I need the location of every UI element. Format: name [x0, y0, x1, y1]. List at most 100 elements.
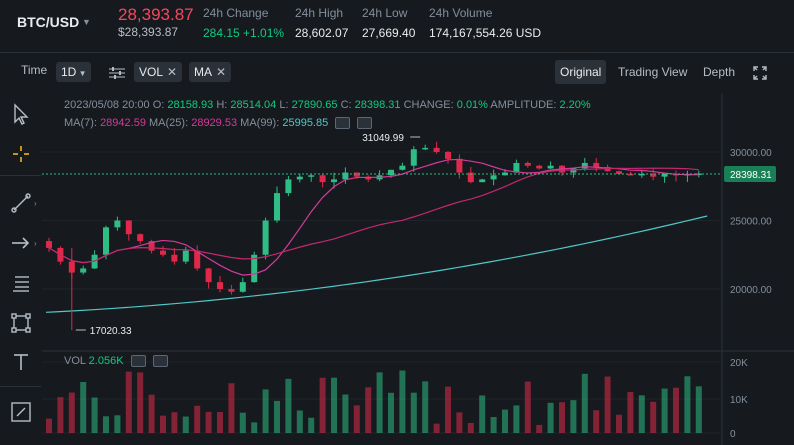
candle-body: [331, 179, 337, 183]
volume-bar: [661, 388, 668, 433]
interval-selector[interactable]: 1D ▼: [56, 62, 92, 82]
volume-bar: [570, 400, 577, 433]
candle-body: [205, 268, 212, 283]
candle-body: [285, 179, 292, 194]
volume-bar: [319, 377, 326, 433]
last-price-usd: $28,393.87: [118, 25, 179, 39]
candle-body: [148, 241, 155, 251]
candlestick-chart[interactable]: 30000.00 25000.00 20000.00 20K 10K 0 28398.31 3…: [42, 93, 794, 445]
rectangle-tool-icon[interactable]: [9, 311, 33, 335]
close-value: 28398.31: [354, 99, 401, 111]
volume-bar: [285, 378, 292, 433]
high-marker-label: 31049.99: [362, 133, 404, 144]
volume-bar: [536, 424, 543, 433]
candle-body: [502, 172, 508, 176]
volume-bar: [251, 422, 258, 433]
interval-value: 1D: [61, 65, 77, 79]
candle-body: [570, 168, 577, 173]
tab-trading-view[interactable]: Trading View: [618, 65, 688, 79]
vol-label: VOL: [64, 355, 86, 367]
chart-area[interactable]: 30000.00 25000.00 20000.00 20K 10K 0 28398.31 3…: [42, 93, 794, 445]
trendline-icon[interactable]: [9, 191, 33, 215]
volume-bar: [91, 397, 98, 433]
volume-bar: [68, 392, 75, 433]
symbol-selector[interactable]: BTC/USD: [17, 14, 80, 30]
settings-sliders-icon[interactable]: [108, 66, 126, 80]
candle-body: [296, 176, 303, 180]
volume-bar: [296, 410, 303, 433]
edit-pencil-icon[interactable]: [9, 400, 33, 424]
volume-bar: [399, 370, 406, 433]
volume-bar: [422, 381, 429, 433]
volume-bar: [57, 397, 64, 433]
candle-body: [342, 172, 349, 180]
candle-body: [182, 250, 189, 262]
volume-bar: [410, 392, 417, 433]
candle-body: [422, 147, 429, 150]
chevron-right-icon[interactable]: ›: [34, 199, 37, 208]
candle-body: [251, 254, 258, 283]
ma7-line: [48, 158, 699, 276]
candle-body: [479, 179, 486, 183]
volume-bar: [467, 422, 474, 433]
volume-bar: [673, 387, 679, 433]
fib-lines-icon[interactable]: [9, 271, 33, 295]
settings-icon[interactable]: [152, 355, 168, 368]
tab-original[interactable]: Original: [555, 60, 607, 84]
text-tool-icon[interactable]: [9, 350, 33, 374]
stat-24h-high: 24h High 28,602.07: [295, 6, 348, 40]
stat-label: 24h High: [295, 6, 344, 20]
candle-body: [239, 282, 246, 292]
low-value: 27890.65: [291, 99, 338, 111]
tab-depth[interactable]: Depth: [703, 65, 736, 79]
divider: [0, 175, 41, 176]
crosshair-icon[interactable]: [9, 142, 33, 166]
close-icon[interactable]: ✕: [167, 65, 178, 79]
volume-bar: [308, 417, 315, 433]
last-price: 28,393.87: [118, 5, 194, 24]
ohlc-info: 2023/05/08 20:00 O: 28158.93 H: 28514.04…: [64, 99, 591, 111]
candle-body: [171, 254, 178, 262]
chevron-right-icon[interactable]: ›: [34, 239, 37, 248]
candle-body: [616, 171, 622, 174]
candle-body: [513, 162, 520, 173]
ma25-value: 28929.53: [191, 117, 238, 129]
volume-bar: [331, 377, 337, 433]
candle-body: [399, 165, 406, 170]
candle-body: [547, 165, 554, 169]
settings-icon[interactable]: [357, 117, 373, 130]
vol-value: 2.056K: [88, 355, 124, 367]
volume-bar: [513, 405, 520, 433]
stat-label: 24h Change: [203, 6, 269, 20]
arrow-right-icon[interactable]: [9, 231, 33, 255]
change-label: CHANGE:: [403, 99, 454, 111]
candle-body: [308, 175, 315, 177]
info-date: 2023/05/08 20:00: [64, 99, 150, 111]
ma99-label: MA(99):: [240, 117, 280, 129]
chevron-down-icon[interactable]: ▼: [82, 17, 91, 27]
close-icon[interactable]: ✕: [216, 65, 227, 79]
indicator-chip-ma[interactable]: MA ✕: [189, 62, 232, 82]
candle-body: [274, 193, 280, 221]
candle-body: [581, 162, 588, 169]
stat-label: 24h Volume: [429, 6, 493, 20]
volume-bar: [114, 415, 121, 433]
indicator-chip-vol[interactable]: VOL ✕: [134, 62, 183, 82]
ma25-label: MA(25):: [149, 117, 189, 129]
volume-tick-label: 20K: [730, 358, 748, 369]
volume-bar: [148, 394, 155, 433]
volume-bar: [684, 376, 691, 433]
stat-value: 28,602.07: [295, 26, 349, 40]
stat-24h-low: 24h Low 27,669.40: [362, 6, 415, 40]
candle-body: [125, 220, 132, 235]
ma25-line: [48, 167, 699, 264]
volume-bar: [524, 381, 531, 433]
cursor-icon[interactable]: [9, 102, 33, 126]
close-label: C:: [340, 99, 352, 111]
volume-bar: [627, 391, 634, 433]
fullscreen-icon[interactable]: [753, 66, 767, 80]
eye-icon[interactable]: [335, 117, 351, 130]
eye-icon[interactable]: [130, 355, 146, 368]
volume-tick-label: 0: [730, 429, 736, 440]
volume-bar: [342, 394, 349, 433]
